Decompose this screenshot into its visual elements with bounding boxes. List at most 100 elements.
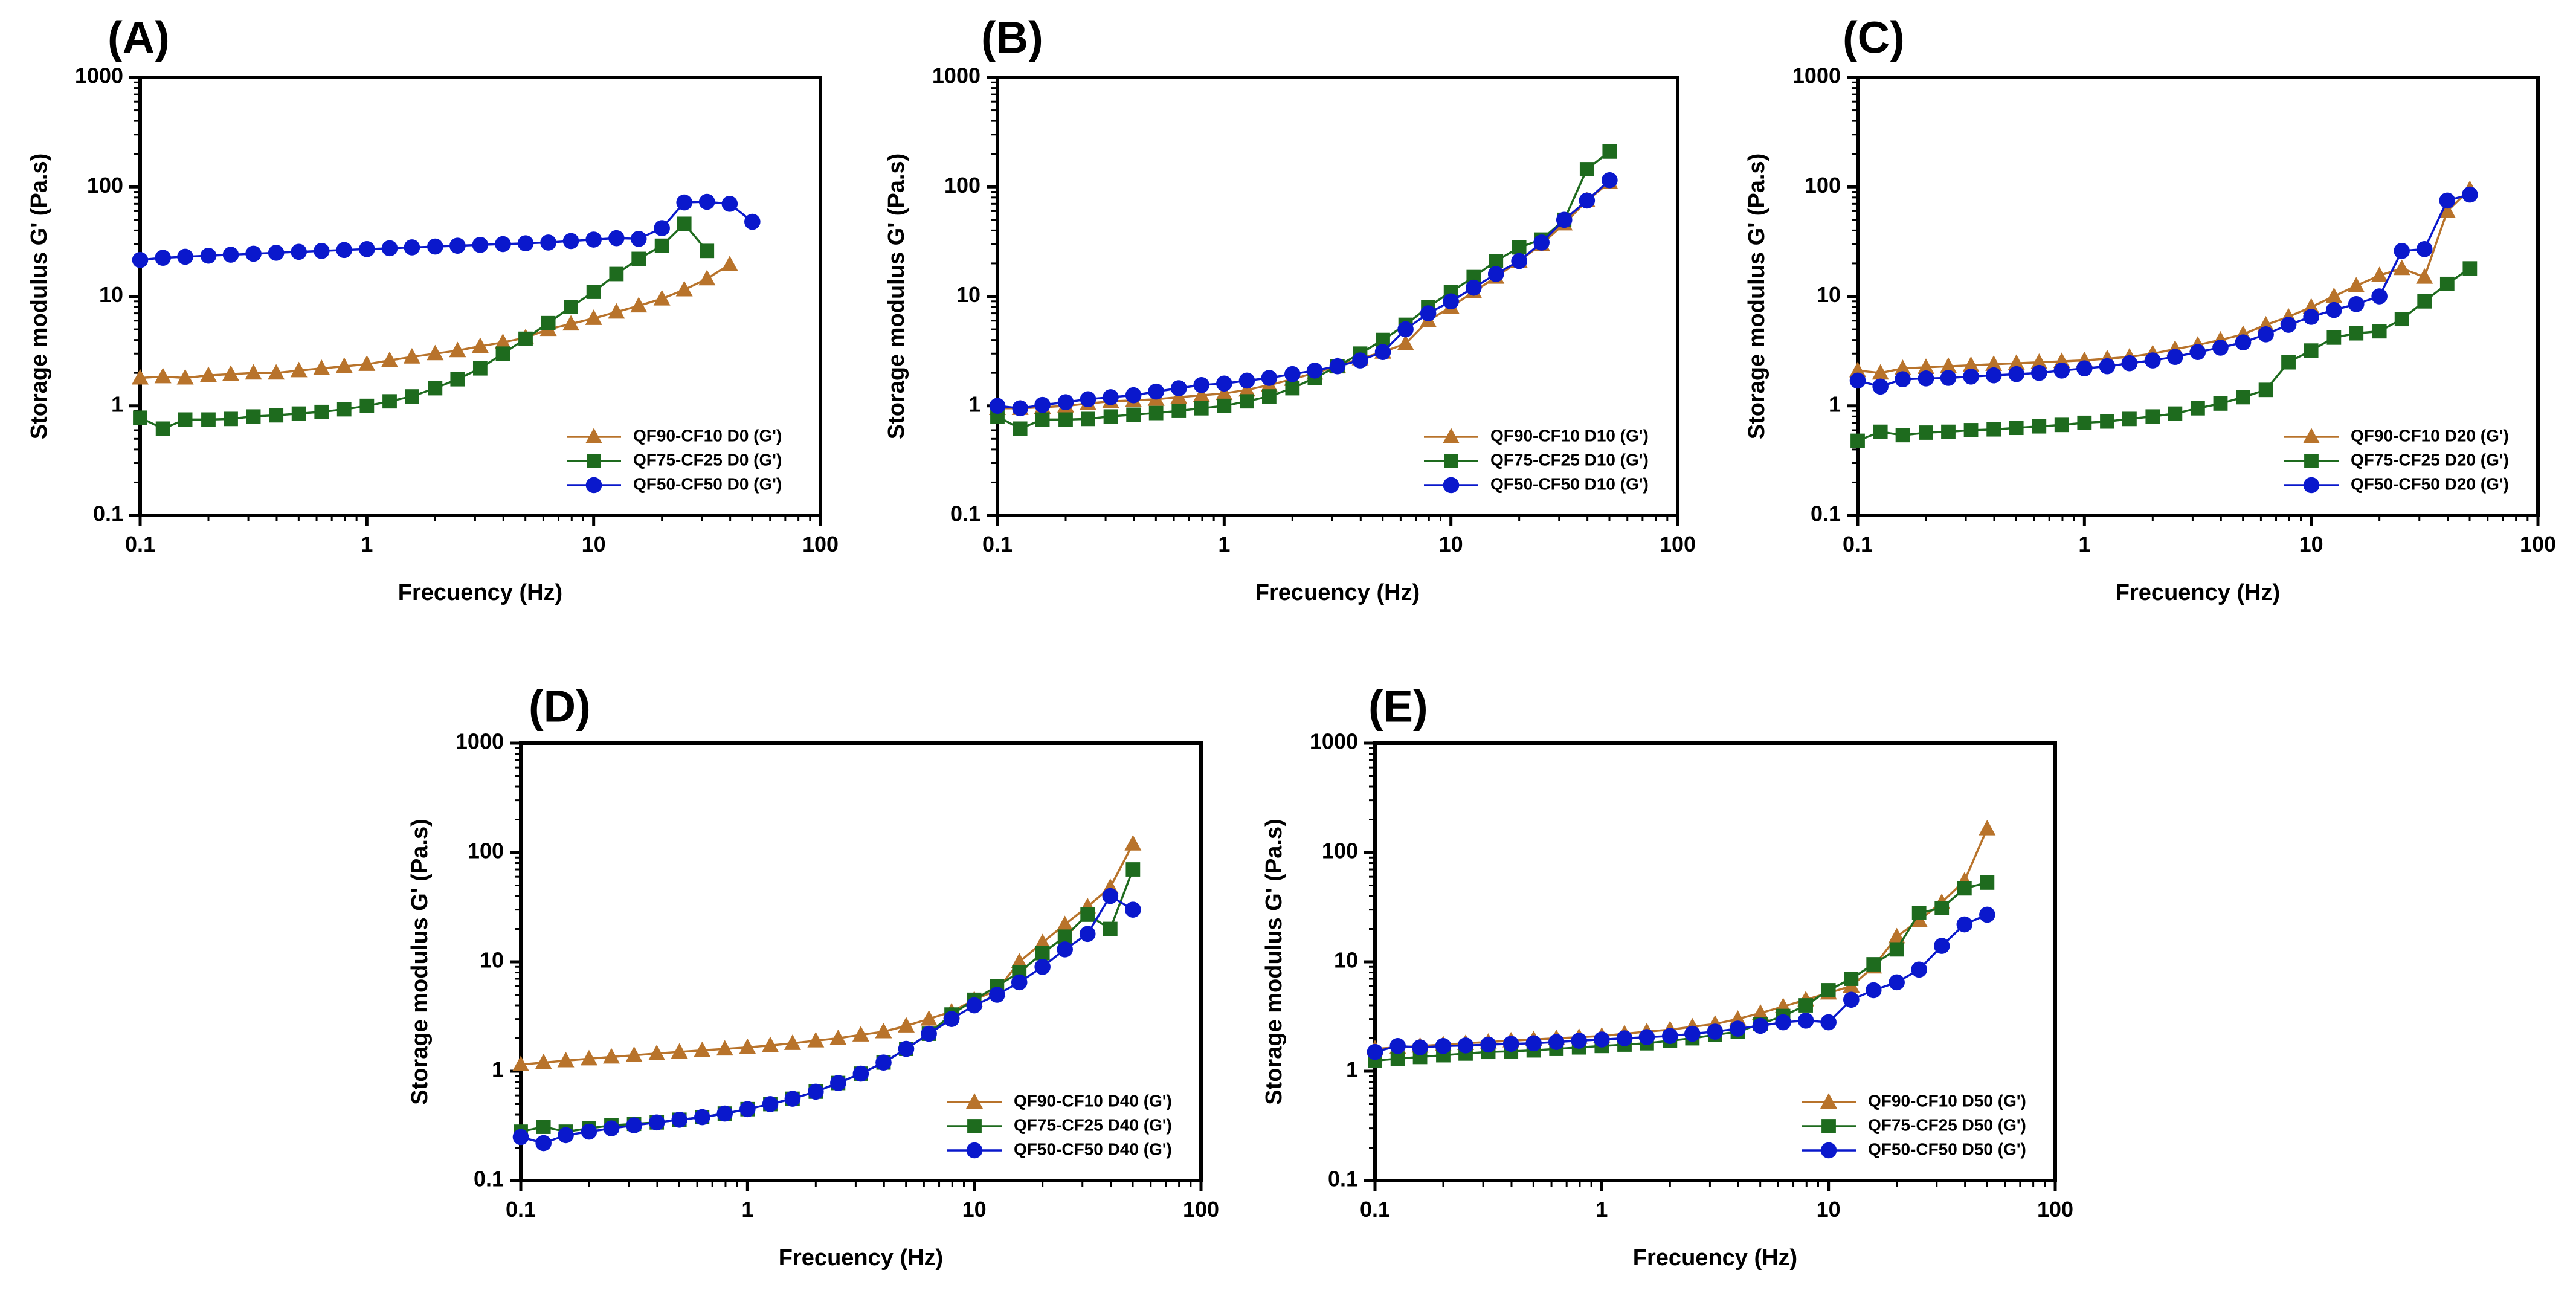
data-point [2280,317,2297,333]
y-tick-label: 10 [956,282,980,307]
series-line [997,181,1611,410]
data-point [558,1127,574,1144]
data-point [562,233,579,250]
data-point [1011,974,1028,991]
data-point [2100,414,2114,429]
data-point [1820,1014,1837,1031]
data-point [1125,387,1142,404]
series-qf75-cf25 [1850,261,2478,448]
data-point [1979,906,1995,923]
y-tick-label: 0.1 [93,501,123,526]
y-tick-label: 1000 [75,63,123,88]
data-point [852,1026,869,1042]
data-point [1986,422,2001,437]
data-point [1821,983,1836,997]
x-tick-label: 1 [1218,532,1230,556]
data-point [290,361,308,378]
data-point [1956,916,1973,933]
data-point [518,331,533,346]
data-point [1171,404,1187,418]
series-line [520,843,1134,1066]
data-point [336,402,352,417]
data-point [1849,372,1866,389]
data-point [585,231,602,248]
series-line [1374,914,1988,1053]
legend-entry: QF50-CF50 D20 (G') [2284,474,2509,493]
data-point [562,315,580,331]
data-point [1849,361,1866,378]
x-tick-label: 0.1 [125,532,155,556]
panel-label: (B) [981,13,1043,63]
data-point [1895,428,1910,443]
legend-label: QF75-CF25 D20 (G') [2351,450,2509,469]
data-point [676,194,692,211]
data-point [2416,241,2433,257]
legend-label: QF50-CF50 D20 (G') [2351,474,2509,493]
data-point [1420,305,1437,321]
data-point [2145,352,2161,369]
data-point [625,1046,643,1062]
y-tick-label: 1 [111,392,123,416]
data-point [875,1054,892,1071]
data-point [1919,425,1933,440]
data-point [1126,407,1141,422]
plot-frame [1373,741,2057,1182]
series-qf90-cf10 [989,173,1618,415]
x-tick-label: 0.1 [982,532,1013,556]
data-point [1081,411,1095,427]
legend-label: QF90-CF10 D0 (G') [633,426,782,445]
data-point [1397,321,1414,338]
data-point [1980,875,1995,890]
data-point [177,248,193,265]
data-point [2371,266,2388,283]
data-point [2076,360,2093,376]
data-point [762,1036,779,1052]
data-point [314,404,329,419]
y-tick-label: 0.1 [474,1167,504,1191]
data-point [176,369,194,385]
x-tick-label: 0.1 [1360,1197,1390,1222]
data-point [535,1053,552,1069]
data-point [1457,1037,1474,1054]
data-point [784,1091,801,1107]
data-point [1284,366,1301,382]
data-point [1216,375,1232,392]
legend-marker [587,454,601,468]
data-point [966,997,982,1014]
data-point [1035,412,1050,427]
series-line [1857,189,2471,374]
panel-label: (A) [108,13,170,63]
y-tick-label: 10 [99,282,123,307]
data-point [2326,330,2342,345]
data-point [1940,357,1957,373]
data-point [920,1010,938,1026]
data-point [335,357,353,373]
data-point [427,238,443,255]
y-tick-label: 10 [480,948,504,973]
data-point [852,1065,869,1082]
legend-marker [1821,1119,1836,1133]
y-tick-label: 100 [468,839,504,863]
data-point [540,234,556,251]
data-point [199,366,217,382]
x-tick-label: 10 [1817,1197,1841,1222]
data-point [580,1049,597,1066]
x-tick-label: 10 [962,1197,987,1222]
data-point [2190,401,2205,416]
data-point [898,1017,915,1033]
data-point [201,412,216,427]
series-line [1374,881,1988,1062]
panel-label: (D) [529,682,591,732]
legend-marker [966,1093,983,1109]
plot-frame [996,76,1679,517]
legend-entry: QF90-CF10 D10 (G') [1424,426,1649,445]
data-point [449,237,466,254]
data-point [1843,991,1860,1008]
data-point [382,394,397,409]
data-point [404,239,420,256]
data-point [536,1120,551,1134]
data-point [1775,1014,1791,1031]
data-point [784,1034,801,1050]
data-point [1103,389,1119,405]
y-tick-label: 1000 [456,729,504,754]
